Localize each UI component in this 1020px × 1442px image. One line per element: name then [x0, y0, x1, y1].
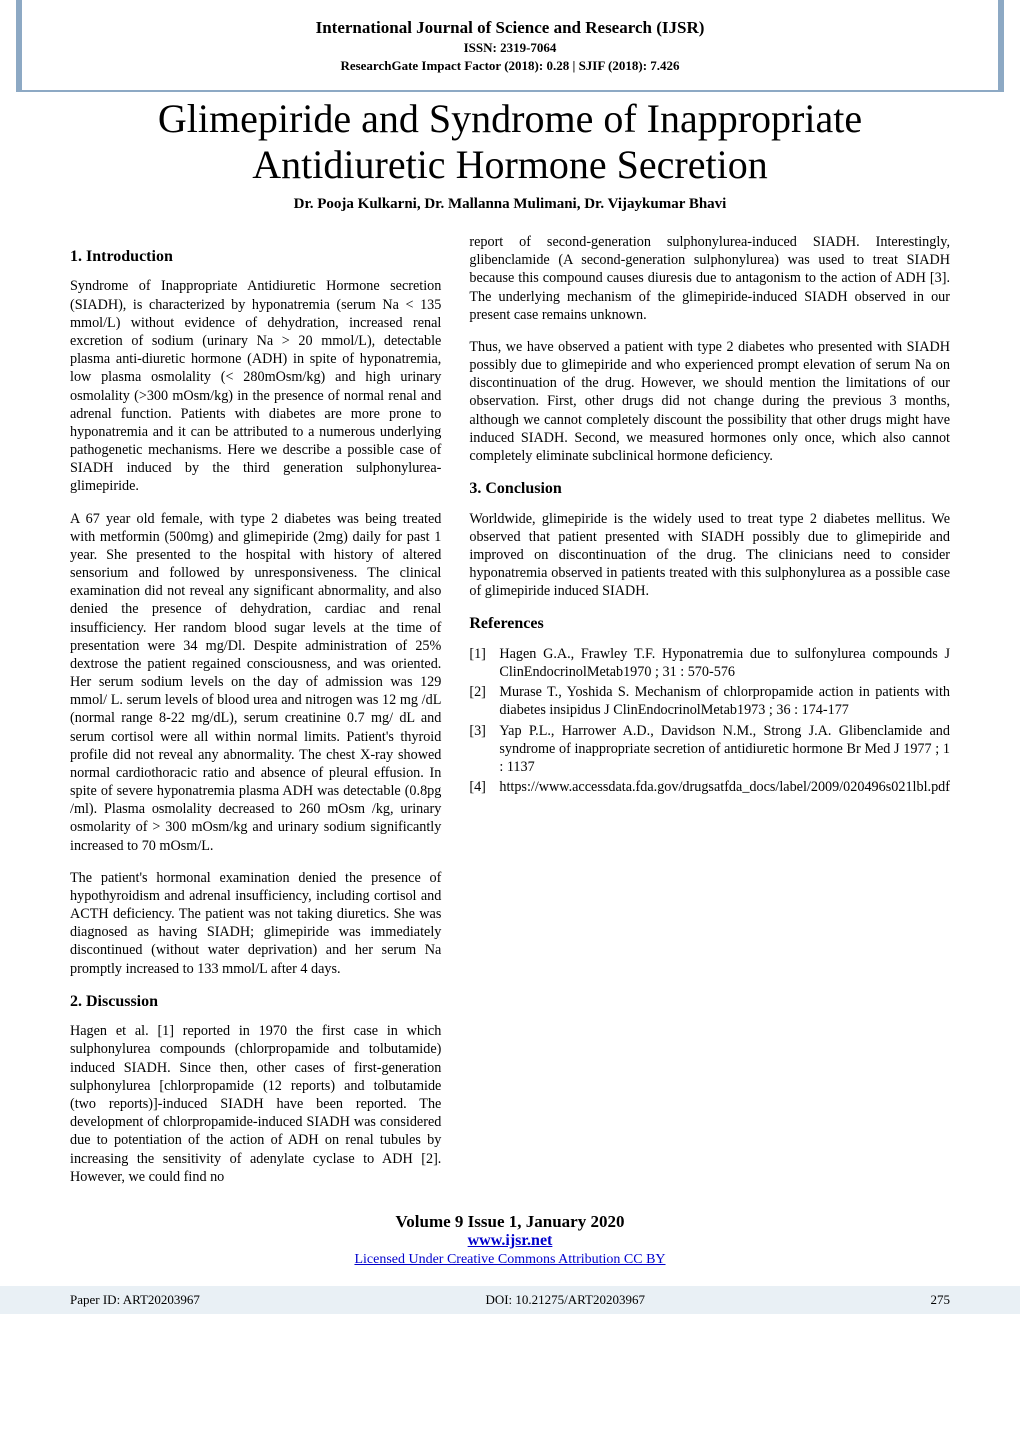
- conclusion-p1: Worldwide, glimepiride is the widely use…: [469, 510, 950, 601]
- discussion-p2: report of second-generation sulphonylure…: [469, 233, 950, 324]
- impact-factor: ResearchGate Impact Factor (2018): 0.28 …: [0, 58, 1020, 74]
- ref-num: [3]: [469, 722, 499, 777]
- intro-p1: Syndrome of Inappropriate Antidiuretic H…: [70, 277, 441, 495]
- paper-id: Paper ID: ART20203967: [70, 1292, 200, 1308]
- page-border-left: [16, 0, 22, 92]
- right-column: report of second-generation sulphonylure…: [469, 233, 950, 1186]
- intro-heading: 1. Introduction: [70, 247, 441, 267]
- header-rule: [16, 90, 1004, 92]
- doi: DOI: 10.21275/ART20203967: [485, 1292, 645, 1308]
- issn: ISSN: 2319-7064: [0, 40, 1020, 56]
- ref-text: Yap P.L., Harrower A.D., Davidson N.M., …: [499, 722, 950, 777]
- page-number: 275: [931, 1292, 951, 1308]
- ref-num: [1]: [469, 645, 499, 681]
- journal-title: International Journal of Science and Res…: [0, 18, 1020, 38]
- authors: Dr. Pooja Kulkarni, Dr. Mallanna Muliman…: [0, 196, 1020, 213]
- discussion-p3: Thus, we have observed a patient with ty…: [469, 338, 950, 465]
- conclusion-heading: 3. Conclusion: [469, 479, 950, 499]
- reference-item: [2] Murase T., Yoshida S. Mechanism of c…: [469, 683, 950, 719]
- footer-block: Volume 9 Issue 1, January 2020 www.ijsr.…: [0, 1212, 1020, 1268]
- bottom-bar: Paper ID: ART20203967 DOI: 10.21275/ART2…: [0, 1286, 1020, 1314]
- license-link[interactable]: Licensed Under Creative Commons Attribut…: [354, 1252, 665, 1267]
- ref-text: https://www.accessdata.fda.gov/drugsatfd…: [499, 778, 950, 796]
- two-column-body: 1. Introduction Syndrome of Inappropriat…: [0, 233, 1020, 1186]
- ref-text: Murase T., Yoshida S. Mechanism of chlor…: [499, 683, 950, 719]
- volume-issue: Volume 9 Issue 1, January 2020: [0, 1212, 1020, 1232]
- discussion-heading: 2. Discussion: [70, 992, 441, 1012]
- reference-list: [1] Hagen G.A., Frawley T.F. Hyponatremi…: [469, 645, 950, 796]
- discussion-p1: Hagen et al. [1] reported in 1970 the fi…: [70, 1022, 441, 1186]
- reference-item: [3] Yap P.L., Harrower A.D., Davidson N.…: [469, 722, 950, 777]
- page-border-right: [998, 0, 1004, 92]
- page-header: International Journal of Science and Res…: [0, 0, 1020, 82]
- intro-p3: The patient's hormonal examination denie…: [70, 869, 441, 978]
- article-title: Glimepiride and Syndrome of Inappropriat…: [70, 96, 950, 188]
- intro-p2: A 67 year old female, with type 2 diabet…: [70, 510, 441, 855]
- references-heading: References: [469, 614, 950, 634]
- reference-item: [4] https://www.accessdata.fda.gov/drugs…: [469, 778, 950, 796]
- ref-num: [2]: [469, 683, 499, 719]
- ref-num: [4]: [469, 778, 499, 796]
- reference-item: [1] Hagen G.A., Frawley T.F. Hyponatremi…: [469, 645, 950, 681]
- left-column: 1. Introduction Syndrome of Inappropriat…: [70, 233, 441, 1186]
- ref-text: Hagen G.A., Frawley T.F. Hyponatremia du…: [499, 645, 950, 681]
- site-link[interactable]: www.ijsr.net: [468, 1232, 553, 1249]
